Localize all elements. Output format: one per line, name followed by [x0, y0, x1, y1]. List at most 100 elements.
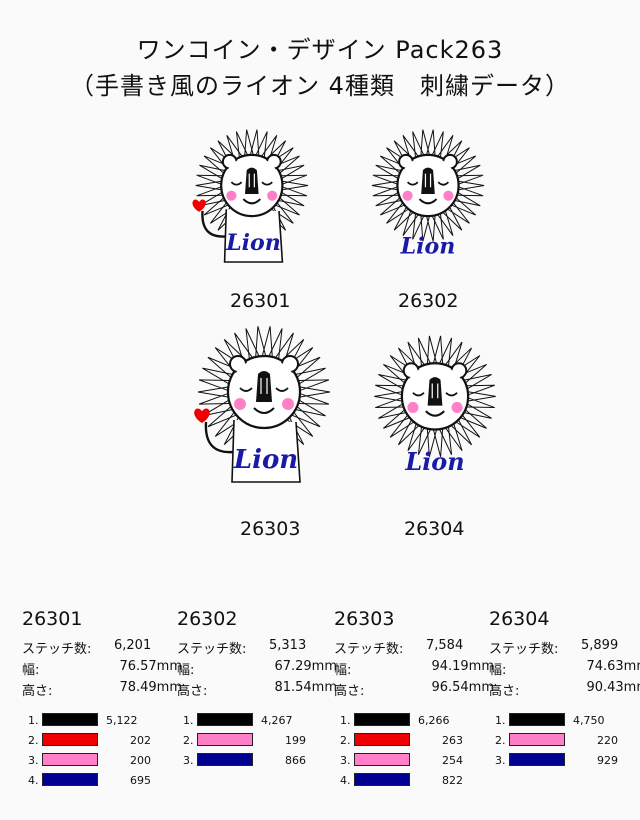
thread-stitch-count: 220 — [597, 734, 618, 747]
thread-number: 1. — [340, 714, 351, 727]
stitch-count-value: 7,584 — [426, 638, 464, 653]
thread-color-row: 3. 929 — [489, 751, 640, 771]
lion-design-26304: Lion — [355, 330, 515, 510]
thread-number: 1. — [495, 714, 506, 727]
heart-icon — [194, 408, 210, 423]
stitch-count-label: ステッチ数: — [22, 642, 92, 657]
thread-color-row: 2. 199 — [177, 731, 337, 751]
spec-block: 26304 ステッチ数: 5,899 幅: 74.63mm 高さ: 90.43m… — [489, 608, 640, 771]
color-swatch — [354, 713, 410, 726]
stitch-count-label: ステッチ数: — [489, 642, 559, 657]
stitch-count-label: ステッチ数: — [177, 642, 247, 657]
thread-number: 3. — [340, 754, 351, 767]
color-swatch — [354, 773, 410, 786]
thread-color-row: 2. 220 — [489, 731, 640, 751]
design-code-label: 26302 — [398, 290, 459, 312]
width-value: 94.19mm — [431, 659, 494, 674]
width-row: 幅: 74.63mm — [489, 659, 640, 680]
lion-script-text: Lion — [404, 448, 464, 476]
thread-color-row: 1. 4,750 — [489, 711, 640, 731]
thread-color-row: 4. 822 — [334, 771, 494, 791]
thread-number: 3. — [28, 754, 39, 767]
width-label: 幅: — [489, 663, 507, 678]
thread-number: 4. — [28, 774, 39, 787]
width-value: 74.63mm — [586, 659, 640, 674]
thread-stitch-count: 200 — [130, 754, 151, 767]
color-swatch — [197, 733, 253, 746]
color-swatch — [509, 713, 565, 726]
thread-stitch-count: 4,267 — [261, 714, 293, 727]
stitch-count-row: ステッチ数: 7,584 — [334, 638, 494, 659]
width-label: 幅: — [334, 663, 352, 678]
thread-number: 1. — [28, 714, 39, 727]
thread-stitch-count: 929 — [597, 754, 618, 767]
design-code-label: 26304 — [404, 518, 465, 540]
height-row: 高さ: 96.54mm — [334, 680, 494, 701]
thread-color-list: 1. 6,266 2. 263 3. 254 4. 822 — [334, 711, 494, 791]
thread-color-list: 1. 4,750 2. 220 3. 929 — [489, 711, 640, 771]
thread-stitch-count: 254 — [442, 754, 463, 767]
lion-design-26301: Lion — [172, 124, 312, 280]
thread-stitch-count: 6,266 — [418, 714, 450, 727]
stitch-count-row: ステッチ数: 5,313 — [177, 638, 337, 659]
stitch-count-row: ステッチ数: 5,899 — [489, 638, 640, 659]
color-swatch — [42, 733, 98, 746]
width-row: 幅: 94.19mm — [334, 659, 494, 680]
thread-color-row: 1. 5,122 — [22, 711, 182, 731]
thread-color-row: 3. 866 — [177, 751, 337, 771]
thread-color-row: 3. 200 — [22, 751, 182, 771]
color-swatch — [42, 773, 98, 786]
page-title: ワンコイン・デザイン Pack263 — [136, 36, 504, 64]
thread-color-list: 1. 4,267 2. 199 3. 866 — [177, 711, 337, 771]
width-row: 幅: 67.29mm — [177, 659, 337, 680]
thread-number: 3. — [183, 754, 194, 767]
thread-color-row: 2. 202 — [22, 731, 182, 751]
color-swatch — [509, 753, 565, 766]
lion-script-text: Lion — [400, 234, 456, 260]
color-swatch — [42, 713, 98, 726]
spec-code: 26302 — [177, 608, 238, 630]
thread-stitch-count: 199 — [285, 734, 306, 747]
height-label: 高さ: — [22, 684, 53, 699]
color-swatch — [42, 753, 98, 766]
spec-code: 26303 — [334, 608, 395, 630]
color-swatch — [509, 733, 565, 746]
height-label: 高さ: — [334, 684, 365, 699]
thread-color-row: 1. 6,266 — [334, 711, 494, 731]
lion-design-26302: Lion — [358, 124, 498, 294]
height-value: 96.54mm — [431, 680, 494, 695]
thread-color-row: 3. 254 — [334, 751, 494, 771]
height-row: 高さ: 78.49mm — [22, 680, 182, 701]
stitch-count-value: 6,201 — [114, 638, 152, 653]
design-code-label: 26303 — [240, 518, 301, 540]
color-swatch — [197, 753, 253, 766]
thread-stitch-count: 202 — [130, 734, 151, 747]
stitch-count-row: ステッチ数: 6,201 — [22, 638, 182, 659]
height-value: 78.49mm — [119, 680, 182, 695]
heart-icon — [192, 199, 206, 212]
thread-number: 2. — [28, 734, 39, 747]
width-value: 76.57mm — [119, 659, 182, 674]
thread-stitch-count: 695 — [130, 774, 151, 787]
height-value: 81.54mm — [274, 680, 337, 695]
color-swatch — [354, 733, 410, 746]
width-label: 幅: — [177, 663, 195, 678]
thread-number: 1. — [183, 714, 194, 727]
width-value: 67.29mm — [274, 659, 337, 674]
thread-number: 3. — [495, 754, 506, 767]
mane — [197, 326, 331, 458]
thread-stitch-count: 4,750 — [573, 714, 605, 727]
height-row: 高さ: 81.54mm — [177, 680, 337, 701]
thread-stitch-count: 5,122 — [106, 714, 138, 727]
thread-number: 2. — [183, 734, 194, 747]
lion-design-26303: Lion — [150, 320, 350, 510]
stitch-count-label: ステッチ数: — [334, 642, 404, 657]
thread-color-row: 1. 4,267 — [177, 711, 337, 731]
width-row: 幅: 76.57mm — [22, 659, 182, 680]
thread-stitch-count: 866 — [285, 754, 306, 767]
lion-script-text: Lion — [225, 230, 281, 256]
thread-stitch-count: 263 — [442, 734, 463, 747]
color-swatch — [354, 753, 410, 766]
spec-block: 26302 ステッチ数: 5,313 幅: 67.29mm 高さ: 81.54m… — [177, 608, 337, 771]
spec-block: 26301 ステッチ数: 6,201 幅: 76.57mm 高さ: 78.49m… — [22, 608, 182, 791]
